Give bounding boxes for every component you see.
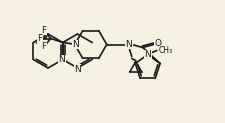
Text: N: N bbox=[74, 64, 81, 74]
Text: F: F bbox=[37, 34, 42, 43]
Text: N: N bbox=[125, 40, 132, 49]
Text: O: O bbox=[153, 39, 160, 48]
Text: N: N bbox=[72, 40, 79, 49]
Text: F: F bbox=[41, 26, 46, 35]
Text: N: N bbox=[144, 50, 151, 59]
Text: CH₃: CH₃ bbox=[158, 46, 172, 55]
Text: N: N bbox=[58, 55, 65, 64]
Text: F: F bbox=[41, 42, 46, 51]
